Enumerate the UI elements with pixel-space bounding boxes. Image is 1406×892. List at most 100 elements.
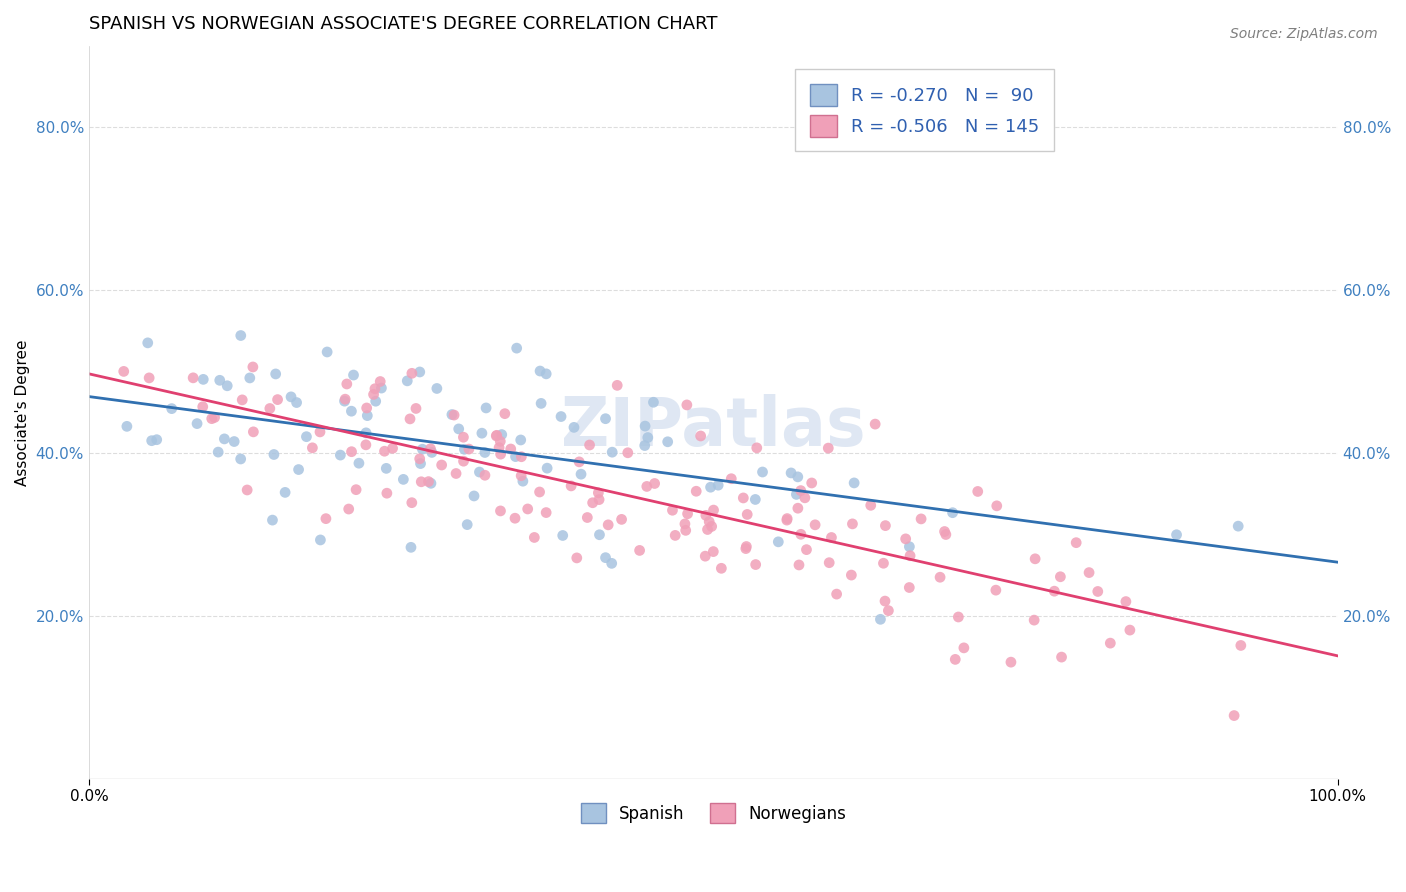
Norwegians bbox=[786, 501, 808, 516]
Legend: Spanish, Norwegians: Spanish, Norwegians bbox=[568, 789, 859, 837]
Norwegians bbox=[399, 412, 422, 426]
Spanish bbox=[550, 409, 572, 424]
Norwegians bbox=[735, 540, 758, 554]
Norwegians bbox=[984, 583, 1007, 598]
Norwegians bbox=[337, 502, 360, 516]
Spanish bbox=[354, 425, 377, 440]
Spanish bbox=[370, 381, 392, 395]
Norwegians bbox=[336, 376, 359, 391]
Spanish bbox=[375, 461, 398, 475]
Norwegians bbox=[628, 543, 651, 558]
Norwegians bbox=[453, 430, 475, 444]
Norwegians bbox=[419, 442, 441, 456]
Norwegians bbox=[953, 640, 976, 655]
Norwegians bbox=[943, 652, 966, 666]
Spanish bbox=[471, 426, 494, 441]
Norwegians bbox=[696, 523, 718, 537]
Norwegians bbox=[841, 516, 863, 531]
Norwegians bbox=[112, 364, 135, 378]
Norwegians bbox=[458, 442, 481, 456]
Norwegians bbox=[1064, 535, 1087, 549]
Norwegians bbox=[309, 425, 332, 439]
Norwegians bbox=[576, 510, 599, 524]
Norwegians bbox=[340, 444, 363, 458]
Spanish bbox=[595, 411, 617, 425]
Text: SPANISH VS NORWEGIAN ASSOCIATE'S DEGREE CORRELATION CHART: SPANISH VS NORWEGIAN ASSOCIATE'S DEGREE … bbox=[89, 15, 717, 33]
Norwegians bbox=[702, 544, 724, 558]
Spanish bbox=[474, 445, 496, 459]
Norwegians bbox=[800, 475, 823, 490]
Norwegians bbox=[231, 392, 253, 407]
Norwegians bbox=[236, 483, 259, 497]
Norwegians bbox=[1024, 551, 1046, 566]
Spanish bbox=[491, 427, 513, 442]
Norwegians bbox=[516, 502, 538, 516]
Norwegians bbox=[523, 531, 546, 545]
Spanish bbox=[411, 442, 433, 457]
Spanish bbox=[145, 433, 167, 447]
Spanish bbox=[217, 378, 239, 392]
Spanish bbox=[364, 394, 387, 409]
Norwegians bbox=[776, 513, 799, 527]
Norwegians bbox=[898, 581, 921, 595]
Norwegians bbox=[364, 382, 387, 396]
Spanish bbox=[160, 401, 183, 416]
Norwegians bbox=[1050, 650, 1073, 665]
Norwegians bbox=[872, 556, 894, 570]
Norwegians bbox=[776, 511, 799, 525]
Norwegians bbox=[841, 568, 863, 582]
Spanish bbox=[333, 394, 356, 409]
Norwegians bbox=[934, 524, 956, 539]
Spanish bbox=[637, 431, 659, 445]
Spanish bbox=[942, 506, 965, 520]
Spanish bbox=[262, 513, 284, 527]
Norwegians bbox=[676, 507, 699, 521]
Norwegians bbox=[1043, 584, 1066, 599]
Spanish bbox=[356, 409, 378, 423]
Norwegians bbox=[894, 532, 917, 546]
Spanish bbox=[115, 419, 138, 434]
Spanish bbox=[440, 408, 463, 422]
Norwegians bbox=[873, 594, 896, 608]
Norwegians bbox=[948, 610, 970, 624]
Norwegians bbox=[898, 549, 921, 563]
Spanish bbox=[186, 417, 208, 431]
Spanish bbox=[509, 433, 531, 447]
Spanish bbox=[536, 461, 558, 475]
Norwegians bbox=[418, 475, 440, 489]
Norwegians bbox=[744, 558, 766, 572]
Norwegians bbox=[578, 438, 600, 452]
Norwegians bbox=[710, 561, 733, 575]
Spanish bbox=[562, 420, 585, 434]
Spanish bbox=[569, 467, 592, 482]
Spanish bbox=[447, 422, 470, 436]
Norwegians bbox=[242, 425, 264, 439]
Norwegians bbox=[966, 484, 988, 499]
Spanish bbox=[600, 445, 623, 459]
Spanish bbox=[634, 439, 657, 453]
Spanish bbox=[420, 476, 443, 491]
Spanish bbox=[295, 430, 318, 444]
Norwegians bbox=[485, 428, 508, 442]
Spanish bbox=[347, 456, 370, 470]
Spanish bbox=[285, 395, 308, 409]
Spanish bbox=[869, 612, 891, 626]
Spanish bbox=[643, 395, 665, 409]
Norwegians bbox=[804, 517, 827, 532]
Norwegians bbox=[588, 492, 610, 507]
Norwegians bbox=[373, 444, 395, 458]
Norwegians bbox=[560, 479, 582, 493]
Norwegians bbox=[735, 508, 758, 522]
Norwegians bbox=[489, 447, 512, 461]
Spanish bbox=[208, 373, 231, 387]
Spanish bbox=[842, 475, 865, 490]
Norwegians bbox=[405, 401, 427, 416]
Spanish bbox=[657, 434, 679, 449]
Spanish bbox=[529, 364, 551, 378]
Spanish bbox=[229, 452, 252, 467]
Norwegians bbox=[673, 516, 696, 531]
Spanish bbox=[456, 517, 478, 532]
Spanish bbox=[214, 432, 236, 446]
Y-axis label: Associate's Degree: Associate's Degree bbox=[15, 339, 30, 485]
Norwegians bbox=[695, 549, 717, 564]
